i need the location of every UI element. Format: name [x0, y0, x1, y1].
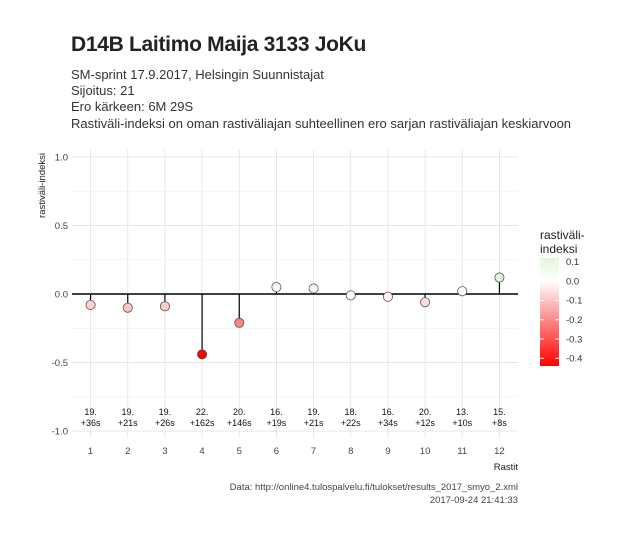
annotation-rank: 20. [419, 407, 432, 417]
annotation-rank: 18. [344, 407, 357, 417]
legend-tick-label: -0.1 [566, 296, 582, 307]
annotation-gap: +21s [118, 418, 138, 428]
x-tick-label: 3 [162, 446, 167, 457]
x-tick-label: 5 [237, 446, 242, 457]
annotations: 19.+36s19.+21s19.+26s22.+162s20.+146s16.… [81, 407, 508, 428]
annotation-gap: +22s [341, 418, 361, 428]
annotation-rank: 20. [233, 407, 246, 417]
data-point [159, 301, 170, 312]
annotation-gap: +162s [190, 418, 215, 428]
x-axis-label: Rastit [494, 462, 519, 473]
y-axis-label: rastiväli-indeksi [37, 153, 48, 218]
annotation-gap: +21s [304, 418, 324, 428]
data-point [271, 282, 282, 293]
x-tick-label: 4 [199, 446, 204, 457]
x-tick-label: 7 [311, 446, 316, 457]
subtitle-line-rank: Sijoitus: 21 [71, 83, 135, 98]
y-tick-label: -1.0 [52, 427, 68, 438]
data-point [308, 283, 319, 294]
annotation-rank: 16. [270, 407, 283, 417]
annotation-rank: 15. [493, 407, 506, 417]
x-tick-label: 8 [348, 446, 353, 457]
x-tick-label: 10 [420, 446, 431, 457]
data-point [197, 349, 208, 360]
annotation-gap: +19s [267, 418, 287, 428]
legend-tick-label: -0.2 [566, 315, 582, 326]
annotation-rank: 19. [84, 407, 97, 417]
y-tick-label: 1.0 [55, 152, 68, 163]
annotation-gap: +36s [81, 418, 101, 428]
annotation-rank: 19. [159, 407, 172, 417]
data-point [85, 299, 96, 310]
annotation-gap: +146s [227, 418, 252, 428]
legend-tick-label: 0.1 [566, 257, 579, 268]
chart-title: D14B Laitimo Maija 3133 JoKu [71, 33, 367, 56]
legend-title-line: rastiväli- [540, 228, 585, 242]
y-tick-label: -0.5 [52, 358, 68, 369]
subtitle-line-event: SM-sprint 17.9.2017, Helsingin Suunnista… [71, 67, 324, 82]
x-tick-label: 9 [385, 446, 390, 457]
legend-title-line: indeksi [540, 242, 578, 256]
stems [89, 277, 501, 355]
data-points [85, 272, 505, 360]
data-point [494, 272, 505, 283]
annotation-gap: +10s [452, 418, 472, 428]
legend-tick-label: -0.3 [566, 334, 582, 345]
subtitle-line-description: Rastiväli-indeksi on oman rastiväliajan … [71, 116, 572, 131]
caption-timestamp: 2017-09-24 21:41:33 [429, 495, 518, 506]
annotation-rank: 13. [456, 407, 469, 417]
annotation-gap: +12s [415, 418, 435, 428]
x-tick-label: 2 [125, 446, 130, 457]
x-tick-label: 11 [457, 446, 467, 457]
legend-colorbar [540, 258, 559, 366]
data-point [382, 291, 393, 302]
legend: 0.1 0.0 -0.1 -0.2 -0.3 -0.4 [540, 257, 582, 366]
data-point [420, 297, 431, 308]
annotation-rank: 19. [121, 407, 134, 417]
data-point [345, 290, 356, 301]
annotation-gap: +34s [378, 418, 398, 428]
caption-source: Data: http://online4.tulospalvelu.fi/tul… [229, 482, 518, 493]
axes: -1.0-0.50.00.51.01 2 3 4 5 6 7 8 9 10 11 12Rastitra… [37, 152, 518, 473]
legend-tick-label: 0.0 [566, 276, 579, 287]
data-point [122, 302, 133, 313]
annotation-gap: +26s [155, 418, 175, 428]
x-tick-label: 12 [494, 446, 505, 457]
legend-tick-label: -0.4 [566, 354, 582, 365]
x-tick-label: 6 [274, 446, 279, 457]
annotation-gap: +8s [492, 418, 507, 428]
data-point [234, 317, 245, 328]
annotation-rank: 19. [307, 407, 320, 417]
subtitle-line-gap: Ero kärkeen: 6M 29S [71, 99, 194, 114]
annotation-rank: 16. [382, 407, 395, 417]
y-tick-label: 0.5 [55, 221, 68, 232]
y-tick-label: 0.0 [55, 290, 68, 301]
grid-lines [72, 150, 518, 438]
data-point [457, 286, 468, 297]
legend-title: rastiväli- indeksi [540, 228, 585, 256]
annotation-rank: 22. [196, 407, 209, 417]
x-tick-label: 1 [88, 446, 93, 457]
